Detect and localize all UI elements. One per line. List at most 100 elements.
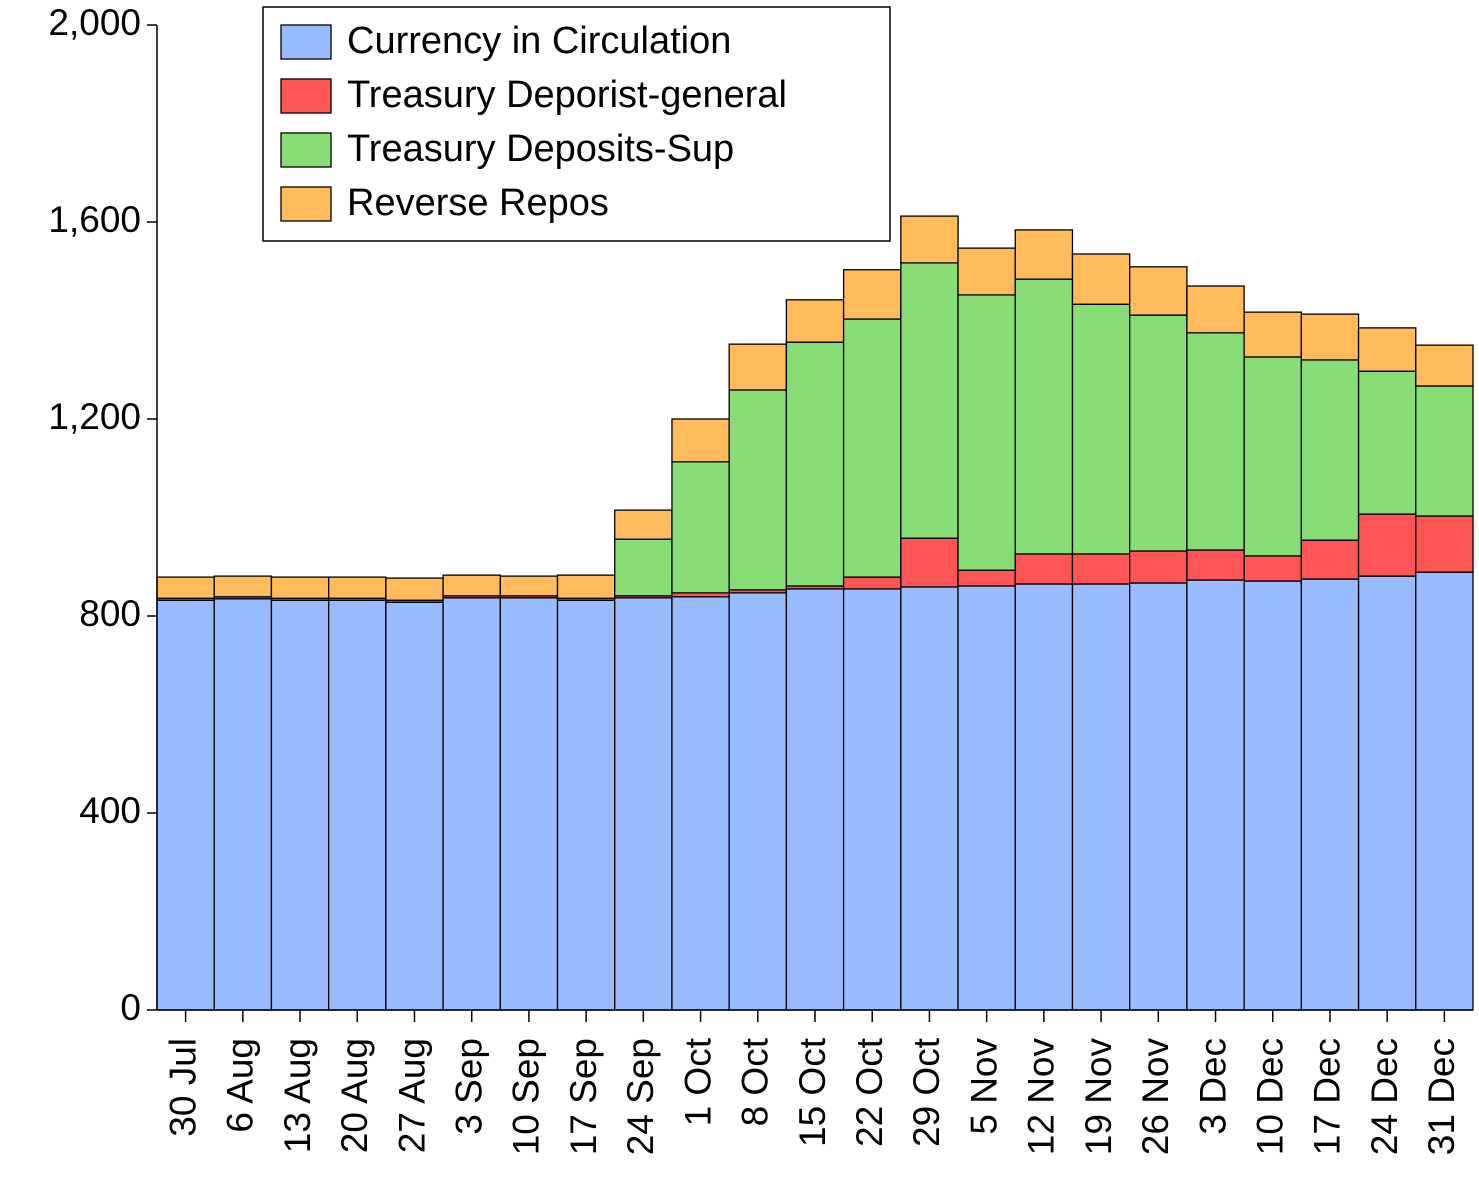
legend-label: Treasury Deporist-general (347, 74, 787, 116)
bar-segment (728, 389, 788, 591)
bar-segment (328, 576, 387, 599)
x-tick-label: 10 Dec (1250, 1038, 1291, 1155)
bar-segment (1415, 385, 1474, 517)
x-tick-label: 26 Nov (1135, 1038, 1176, 1156)
bar-segment (671, 418, 730, 463)
bar-segment (1014, 278, 1074, 555)
bar-segment (1129, 314, 1188, 552)
x-tick-label: 15 Oct (792, 1037, 833, 1147)
bar-segment (156, 599, 215, 1011)
bar-segment (1415, 515, 1474, 573)
legend-box (262, 6, 891, 242)
x-tick-label: 22 Oct (849, 1037, 890, 1147)
bar-segment (442, 574, 501, 597)
bar-segment (785, 588, 845, 1011)
bar-segment (556, 574, 616, 599)
bar-segment (328, 599, 387, 1011)
bar-segment (1014, 229, 1074, 280)
x-tick-label: 24 Sep (620, 1038, 661, 1155)
bar-segment (900, 215, 959, 264)
bar-segment (1357, 370, 1417, 515)
bar-segment (1186, 579, 1245, 1011)
bar-segment (1186, 285, 1245, 334)
bar-segment (1071, 253, 1131, 305)
legend-label: Currency in Circulation (347, 20, 731, 62)
bar-segment (957, 247, 1016, 296)
x-tick-label: 5 Nov (963, 1038, 1004, 1135)
x-tick-label: 20 Aug (334, 1038, 375, 1153)
bar-segment (671, 596, 730, 1011)
bar-segment (614, 538, 673, 597)
y-tick-label: 0 (120, 987, 141, 1028)
bar-segment (556, 599, 616, 1011)
bar-segment (1415, 344, 1474, 387)
bar-segment (1071, 303, 1131, 555)
x-tick-label: 19 Nov (1078, 1038, 1119, 1156)
bar-segment (900, 537, 959, 588)
bar-segment (1357, 327, 1417, 372)
bar-segment (785, 341, 845, 587)
bar-segment (1014, 553, 1074, 585)
bar-segment (785, 299, 845, 343)
x-tick-label: 30 Jul (162, 1038, 203, 1137)
bar-segment (900, 586, 959, 1011)
legend-swatch (280, 78, 332, 114)
legend-swatch (280, 132, 332, 168)
bar-segment (156, 576, 215, 599)
bar-segment (1300, 313, 1360, 361)
bar-segment (1186, 332, 1245, 551)
x-tick-label: 10 Sep (506, 1038, 547, 1155)
legend-swatch (280, 24, 332, 60)
bar-segment (385, 601, 444, 1011)
legend-label: Reverse Repos (347, 182, 609, 224)
legend-swatch (280, 186, 332, 222)
bar-segment (1243, 555, 1302, 582)
legend-label: Treasury Deposits-Sup (347, 128, 734, 170)
bar-segment (614, 509, 673, 540)
bar-segment (1243, 580, 1302, 1011)
bar-segment (1357, 575, 1417, 1011)
bar-segment (1243, 356, 1302, 557)
bar-segment (1300, 578, 1360, 1011)
bar-segment (842, 576, 902, 590)
bar-segment (671, 461, 730, 594)
bar-segment (1071, 583, 1131, 1011)
bar-segment (385, 577, 444, 601)
bar-segment (1415, 571, 1474, 1011)
x-tick-label: 6 Aug (220, 1038, 261, 1133)
x-tick-label: 31 Dec (1421, 1038, 1462, 1155)
bar-segment (614, 597, 673, 1011)
x-tick-label: 3 Sep (448, 1038, 489, 1135)
bar-segment (213, 575, 273, 598)
bar-segment (1243, 311, 1302, 358)
bar-segment (1300, 539, 1360, 580)
x-tick-label: 29 Oct (906, 1037, 947, 1147)
bar-segment (728, 592, 788, 1011)
bar-segment (442, 597, 501, 1011)
bar-segment (499, 575, 559, 597)
bar-segment (957, 585, 1016, 1011)
y-tick-label: 1,600 (48, 199, 141, 240)
bar-segment (728, 343, 788, 391)
bar-segment (957, 294, 1016, 571)
x-tick-label: 1 Oct (677, 1037, 718, 1126)
x-tick-label: 13 Aug (277, 1038, 318, 1153)
bar-segment (213, 598, 273, 1011)
y-tick-label: 1,200 (48, 396, 141, 437)
bar-segment (957, 569, 1016, 587)
bar-segment (1129, 550, 1188, 584)
bar-segment (270, 576, 330, 599)
x-tick-label: 24 Dec (1364, 1038, 1405, 1155)
y-tick-label: 800 (79, 593, 141, 634)
x-tick-label: 12 Nov (1021, 1038, 1062, 1156)
x-tick-label: 17 Dec (1307, 1038, 1348, 1155)
bar-segment (842, 318, 902, 578)
y-tick-label: 2,000 (48, 2, 141, 43)
x-tick-label: 8 Oct (735, 1037, 776, 1126)
y-tick-label: 400 (79, 790, 141, 831)
bar-segment (842, 588, 902, 1011)
bar-segment (1186, 549, 1245, 581)
x-tick-label: 17 Sep (563, 1038, 604, 1155)
bar-segment (1129, 582, 1188, 1011)
